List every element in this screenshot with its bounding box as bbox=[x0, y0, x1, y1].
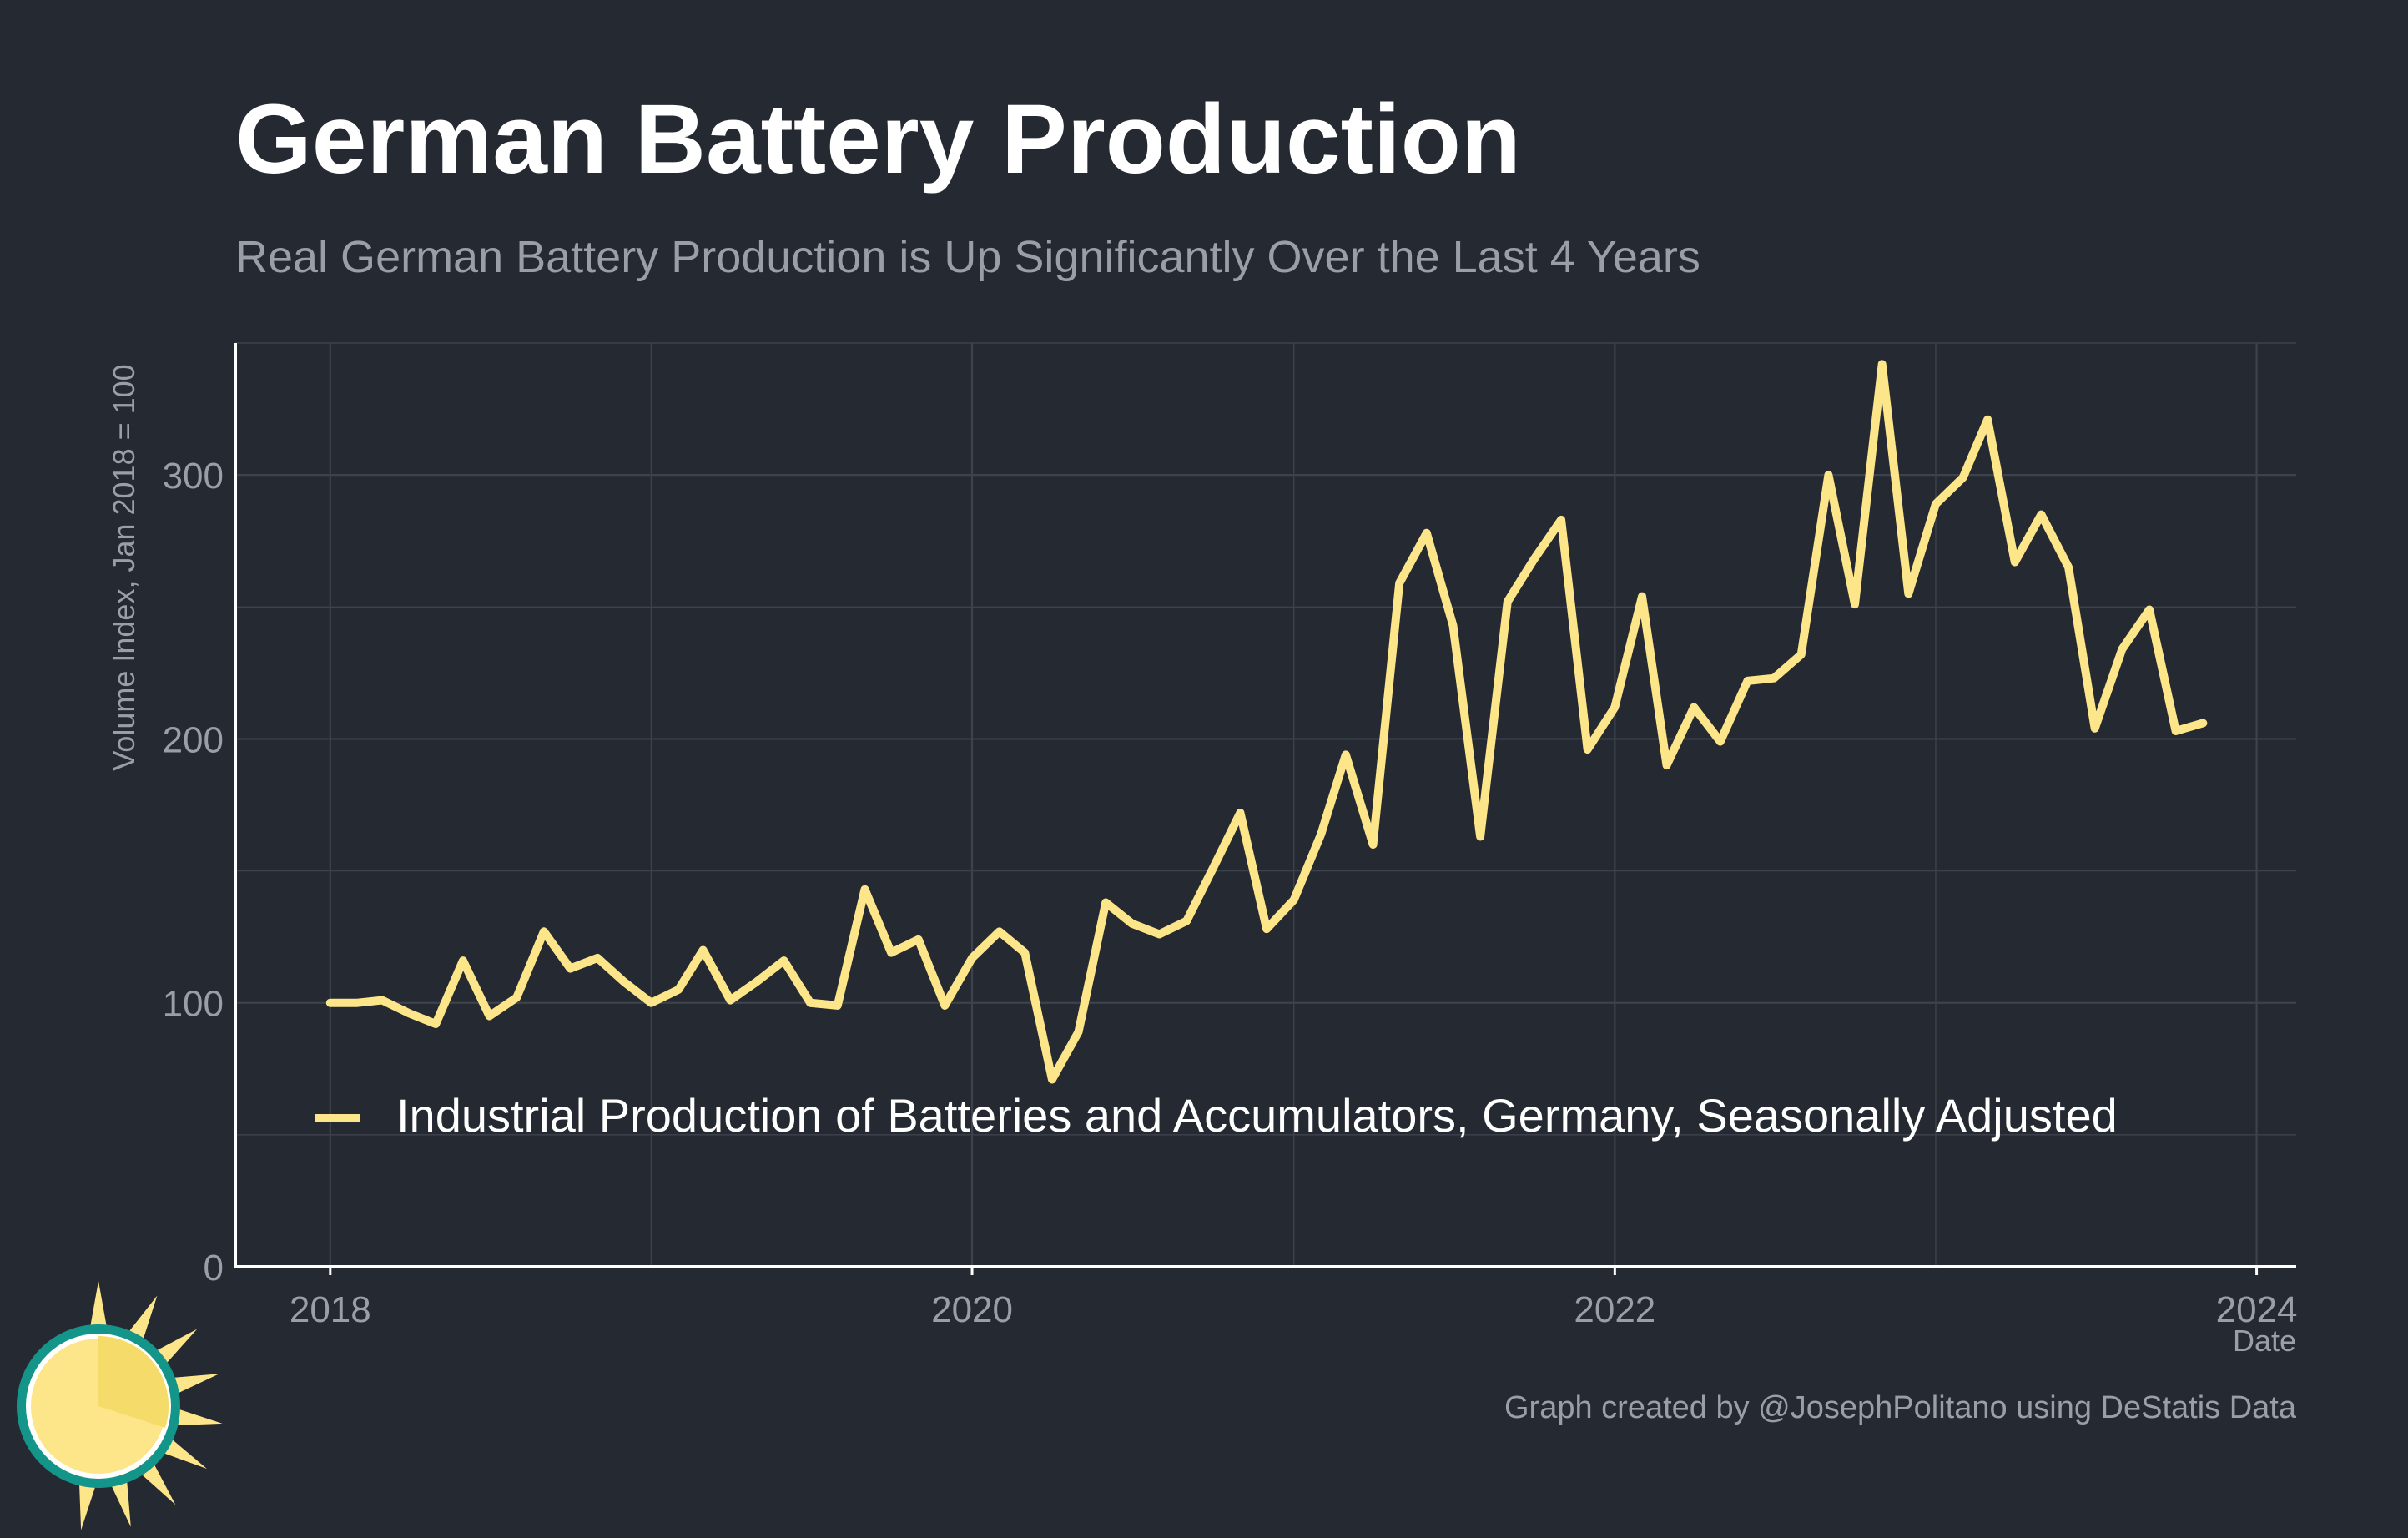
legend: Industrial Production of Batteries and A… bbox=[315, 1089, 2118, 1142]
x-tick-label: 2018 bbox=[290, 1289, 371, 1330]
sun-logo-icon bbox=[17, 1281, 223, 1530]
axes: 0 100 200 300 2018 2020 2022 2024 bbox=[163, 343, 2298, 1330]
y-tick-label: 0 bbox=[204, 1248, 224, 1288]
chart-subtitle: Real German Battery Production is Up Sig… bbox=[235, 232, 1700, 282]
x-tick-label: 2020 bbox=[931, 1289, 1013, 1330]
y-tick-label: 200 bbox=[163, 719, 224, 760]
y-tick-label: 100 bbox=[163, 984, 224, 1025]
chart-title: German Battery Production bbox=[235, 84, 1521, 194]
x-axis-label: Date bbox=[2233, 1324, 2296, 1358]
x-tick-label: 2022 bbox=[1574, 1289, 1655, 1330]
y-tick-label: 300 bbox=[163, 456, 224, 497]
grid-lines bbox=[235, 342, 2296, 1267]
legend-label: Industrial Production of Batteries and A… bbox=[396, 1089, 2118, 1142]
y-axis-label: Volume Index, Jan 2018 = 100 bbox=[107, 364, 141, 770]
series-layer bbox=[325, 360, 2208, 1084]
source-caption: Graph created by @JosephPolitano using D… bbox=[1504, 1390, 2296, 1425]
series-line bbox=[325, 360, 2208, 1084]
x-tick-label: 2024 bbox=[2216, 1289, 2298, 1330]
